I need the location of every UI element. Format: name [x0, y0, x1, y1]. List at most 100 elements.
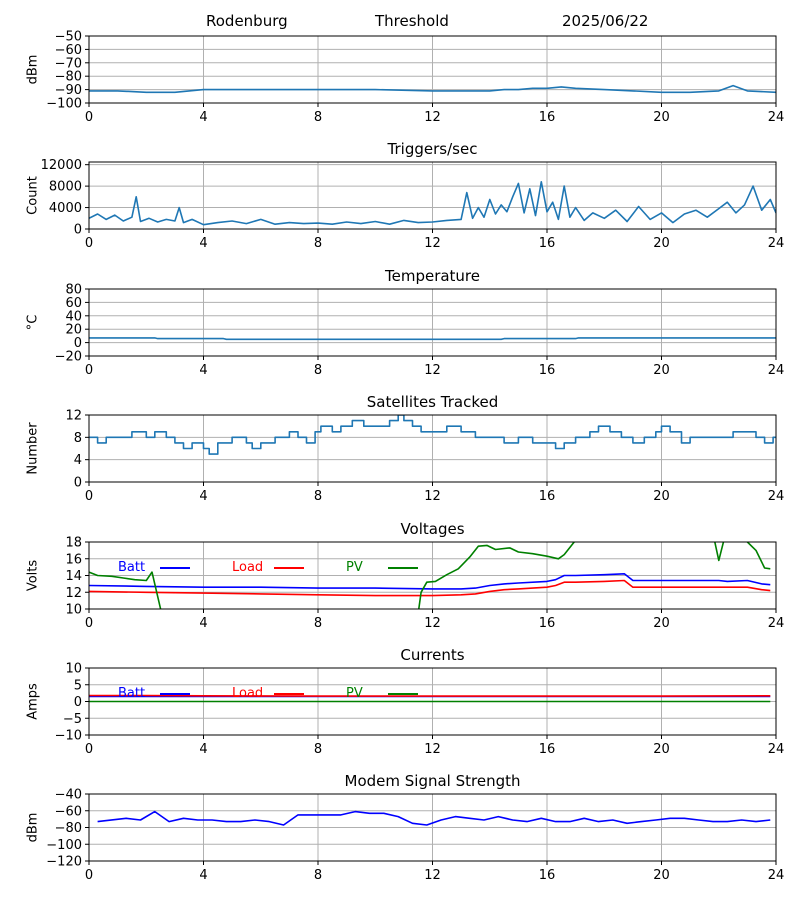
y-tick-label: 16	[65, 552, 82, 567]
x-tick-label: 16	[539, 742, 556, 757]
x-tick-label: 20	[653, 110, 670, 125]
legend-label: Load	[232, 560, 263, 575]
legend-label: Load	[232, 686, 263, 701]
x-tick-label: 12	[424, 236, 441, 251]
y-tick-label: −120	[46, 855, 82, 870]
x-tick-label: 12	[424, 868, 441, 883]
y-tick-label: −5	[63, 712, 82, 727]
y-tick-label: 18	[65, 536, 82, 551]
x-tick-label: 4	[199, 616, 207, 631]
y-tick-label: −100	[46, 838, 82, 853]
x-tick-label: 12	[424, 363, 441, 378]
series-group	[89, 694, 771, 703]
y-tick-label: 14	[65, 569, 82, 584]
y-tick-label: 20	[65, 323, 82, 338]
x-tick-label: 4	[199, 868, 207, 883]
series-line	[89, 84, 776, 94]
x-tick-label: 20	[653, 236, 670, 251]
x-tick-label: 4	[199, 110, 207, 125]
legend-item-load: Load	[232, 560, 304, 575]
x-tick-label: 24	[768, 363, 785, 378]
x-tick-label: 20	[653, 742, 670, 757]
subplot-4: 0 4 8 12 16 20 24 0 4 8 12 Satellites Tracked Number	[26, 393, 785, 504]
series-group	[97, 810, 771, 826]
x-tick-label: 8	[314, 236, 322, 251]
x-tick-label: 24	[768, 868, 785, 883]
x-tick-label: 4	[199, 363, 207, 378]
legend-label: PV	[346, 560, 363, 575]
x-tick-label: 8	[314, 363, 322, 378]
y-tick-label: −70	[55, 56, 82, 71]
series-group	[89, 415, 776, 455]
x-tick-label: 0	[85, 489, 93, 504]
y-axis-label: Count	[26, 176, 41, 215]
x-tick-label: 16	[539, 868, 556, 883]
subplot-2: 0 4 8 12 16 20 24 0 4000 8000 12000 Triggers/sec Cou…	[26, 140, 785, 251]
y-tick-label: −90	[55, 83, 82, 98]
y-tick-label: 0	[74, 695, 82, 710]
x-tick-label: 0	[85, 363, 93, 378]
x-tick-label: 16	[539, 616, 556, 631]
x-tick-label: 12	[424, 742, 441, 757]
x-tick-label: 0	[85, 868, 93, 883]
x-tick-label: 12	[424, 489, 441, 504]
y-tick-label: 8000	[49, 180, 82, 195]
series-group	[89, 542, 771, 609]
y-tick-label: 8	[74, 431, 82, 446]
x-tick-label: 12	[424, 616, 441, 631]
y-tick-label: 40	[65, 309, 82, 324]
y-axis-label: Number	[26, 422, 41, 475]
series-line	[89, 181, 776, 226]
y-tick-label: −100	[46, 97, 82, 112]
station-name: Rodenburg	[206, 12, 288, 30]
x-tick-label: 8	[314, 868, 322, 883]
legend-item-batt: Batt	[118, 686, 190, 701]
x-tick-label: 0	[85, 742, 93, 757]
y-tick-label: 0	[74, 476, 82, 491]
x-tick-label: 0	[85, 110, 93, 125]
x-tick-label: 20	[653, 616, 670, 631]
legend-label: PV	[346, 686, 363, 701]
y-tick-label: −50	[55, 30, 82, 45]
series-line	[89, 415, 776, 455]
x-tick-label: 8	[314, 110, 322, 125]
series-line-load	[89, 579, 771, 597]
x-tick-label: 8	[314, 616, 322, 631]
x-tick-label: 24	[768, 236, 785, 251]
series-line-pv	[89, 542, 771, 609]
y-tick-label: −60	[55, 43, 82, 58]
y-tick-label: 12	[65, 409, 82, 424]
x-tick-label: 20	[653, 489, 670, 504]
y-tick-label: 0	[74, 336, 82, 351]
x-tick-label: 8	[314, 489, 322, 504]
series-group	[89, 181, 776, 226]
y-axis-label: dBm	[26, 813, 41, 843]
x-tick-label: 24	[768, 489, 785, 504]
subplot-title: Voltages	[400, 520, 464, 538]
y-tick-label: 60	[65, 296, 82, 311]
subplot-title: Triggers/sec	[387, 140, 478, 158]
x-tick-label: 16	[539, 236, 556, 251]
legend-item-batt: Batt	[118, 560, 190, 575]
trigger-mode: Threshold	[375, 12, 449, 30]
y-tick-label: −60	[55, 804, 82, 819]
y-tick-label: 4000	[49, 201, 82, 216]
subplot-title: Satellites Tracked	[367, 393, 498, 411]
subplot-title: Temperature	[384, 267, 480, 285]
y-tick-label: −40	[55, 788, 82, 803]
legend-label: Batt	[118, 686, 145, 701]
series-line	[89, 337, 776, 341]
y-axis-label: Volts	[26, 560, 41, 592]
y-tick-label: 0	[74, 223, 82, 238]
y-axis-label: Amps	[26, 683, 41, 720]
series-line-load	[89, 694, 771, 697]
y-tick-label: 10	[65, 662, 82, 677]
x-tick-label: 12	[424, 110, 441, 125]
x-tick-label: 4	[199, 236, 207, 251]
x-tick-label: 16	[539, 363, 556, 378]
x-tick-label: 20	[653, 868, 670, 883]
y-tick-label: −80	[55, 70, 82, 85]
